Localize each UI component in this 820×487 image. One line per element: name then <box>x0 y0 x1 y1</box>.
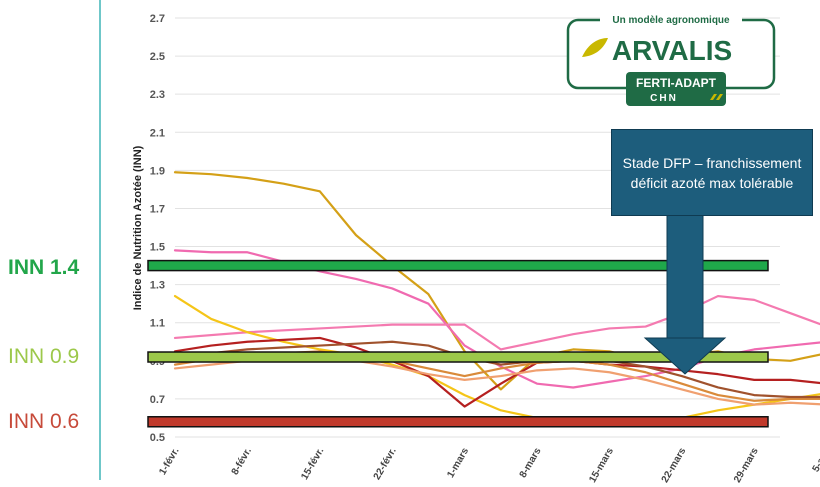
dfp-callout-text: Stade DFP – franchissement déficit azoté… <box>622 154 802 191</box>
logo-tagline: Un modèle agronomique <box>612 15 730 26</box>
dfp-arrow-head <box>643 337 727 375</box>
y-tick-label: 1.1 <box>150 318 165 330</box>
arvalis-logo: Un modèle agronomique ARVALIS FERTI-ADAP… <box>566 12 776 106</box>
logo-product: FERTI-ADAPT <box>636 76 717 90</box>
x-tick-label: 5-avr. <box>811 446 820 474</box>
series-line-s1 <box>173 171 820 391</box>
dfp-arrow-shaft <box>666 213 704 339</box>
logo-product-sub: CHN <box>650 93 678 104</box>
threshold-bar-0 <box>147 259 769 272</box>
x-tick-label: 15-mars <box>587 446 616 485</box>
series-line-s8 <box>173 340 820 399</box>
logo-tagline-bg <box>600 12 742 26</box>
x-tick-label: 1-mars <box>445 446 471 480</box>
y-tick-label: 1.9 <box>150 165 165 177</box>
y-tick-label: 1.7 <box>150 203 165 215</box>
threshold-label-14: INN 1.4 <box>8 256 80 279</box>
x-tick-label: 1-févr. <box>157 446 181 477</box>
threshold-label-09: INN 0.9 <box>8 345 80 368</box>
y-tick-label: 0.5 <box>150 432 165 444</box>
dfp-callout: Stade DFP – franchissement déficit azoté… <box>611 129 813 216</box>
logo-product-box <box>626 72 726 106</box>
series-line-s3 <box>173 294 820 351</box>
y-tick-label: 0.7 <box>150 394 165 406</box>
y-tick-label: 1.3 <box>150 280 165 292</box>
logo-brand: ARVALIS <box>612 35 732 66</box>
divider-line <box>99 0 101 480</box>
y-tick-label: 2.3 <box>150 89 165 101</box>
y-tick-label: 2.7 <box>150 13 165 25</box>
y-axis-label: Indice de Nutrition Azotée (INN) <box>132 145 144 310</box>
threshold-bar-1 <box>147 351 769 363</box>
y-tick-label: 2.5 <box>150 51 165 63</box>
x-tick-label: 15-févr. <box>299 446 326 482</box>
threshold-bar-2 <box>147 416 769 428</box>
leaf-icon <box>582 38 608 57</box>
x-tick-label: 8-mars <box>518 446 544 480</box>
stripes-icon <box>710 94 723 100</box>
y-tick-label: 2.1 <box>150 127 165 139</box>
x-tick-label: 22-mars <box>660 446 689 485</box>
x-tick-label: 8-févr. <box>230 446 254 477</box>
x-tick-label: 29-mars <box>732 446 761 485</box>
y-tick-label: 1.5 <box>150 242 165 254</box>
threshold-label-06: INN 0.6 <box>8 410 80 433</box>
x-tick-label: 22-févr. <box>372 446 399 482</box>
